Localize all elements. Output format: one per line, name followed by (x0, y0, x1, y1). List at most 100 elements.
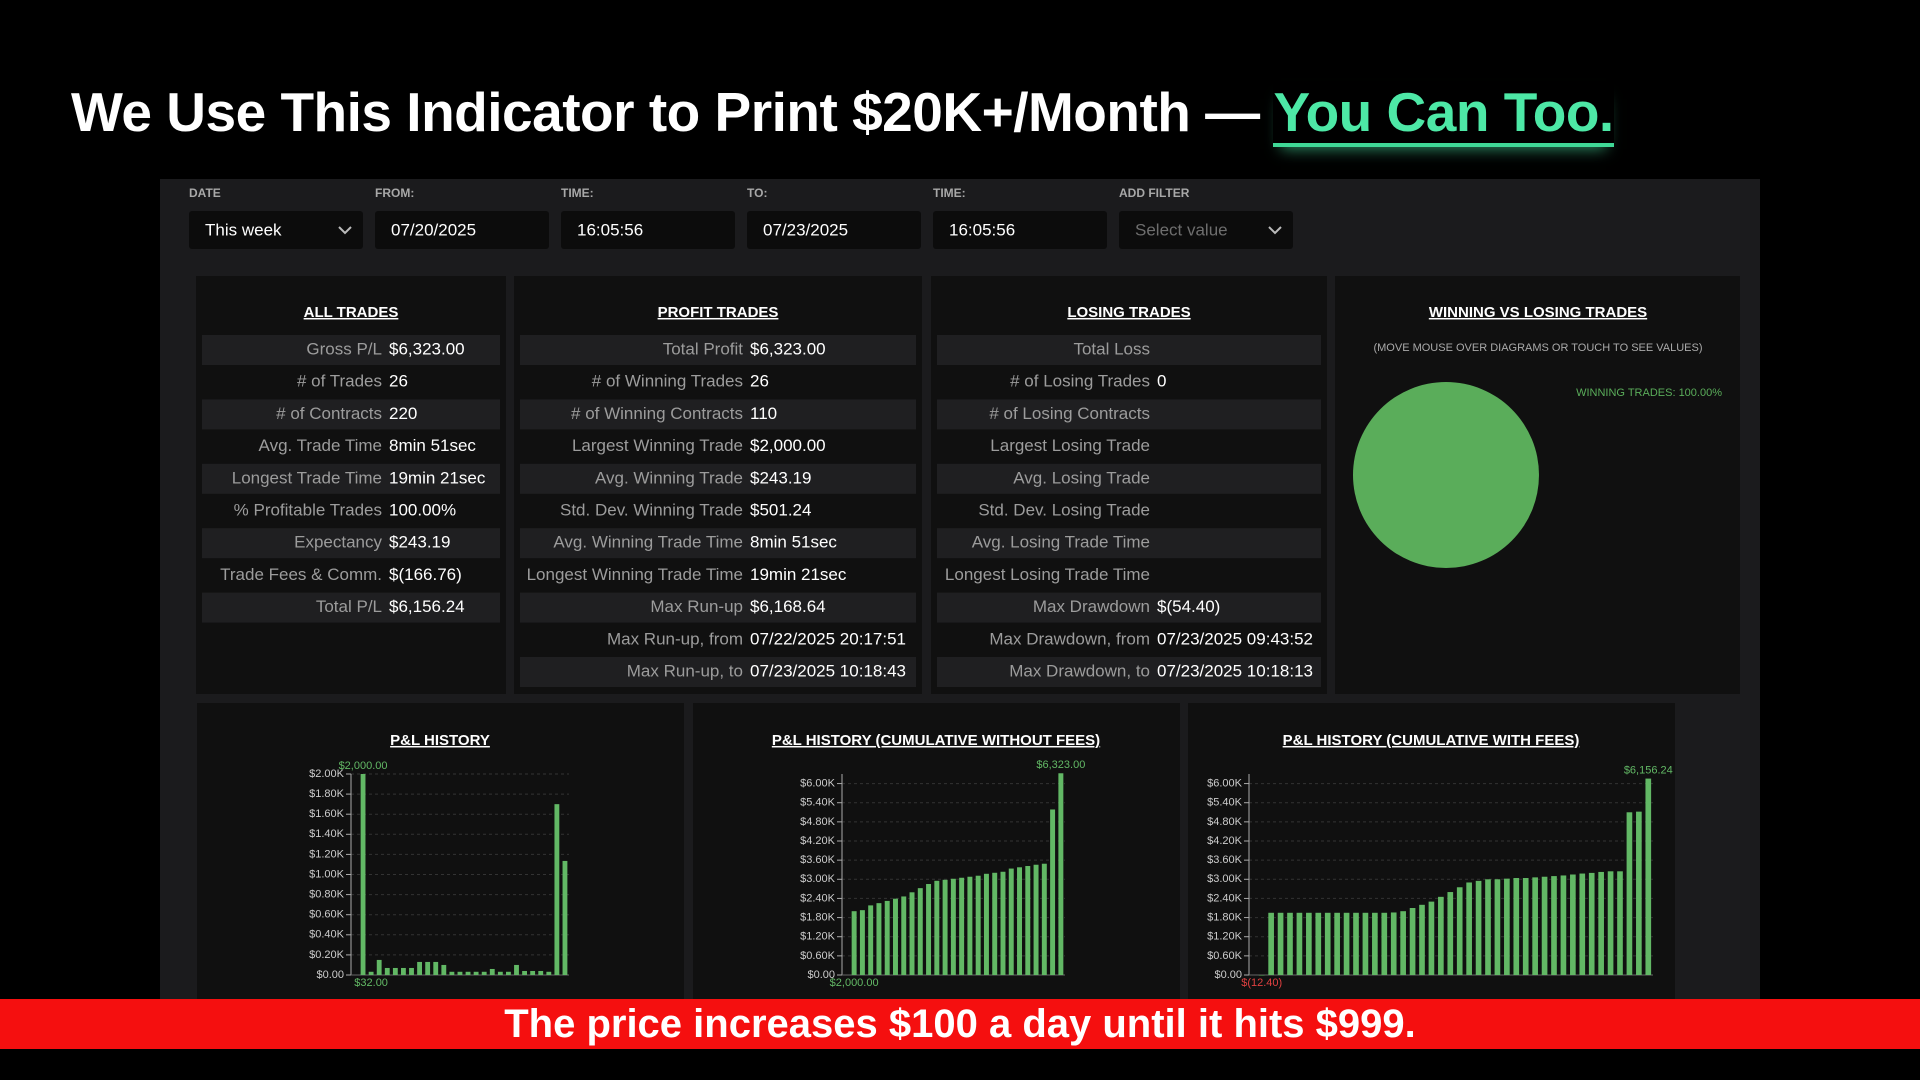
pie-slice[interactable] (1353, 382, 1539, 568)
bar[interactable] (1372, 912, 1378, 975)
bar[interactable] (1362, 912, 1369, 975)
bar[interactable] (401, 967, 406, 975)
bar[interactable] (1560, 875, 1567, 975)
bar[interactable] (1607, 871, 1614, 975)
filter-input[interactable] (561, 211, 735, 249)
bar[interactable] (481, 971, 487, 975)
bar[interactable] (909, 892, 915, 975)
bar[interactable] (1475, 880, 1482, 975)
bar[interactable] (1343, 912, 1350, 975)
bar[interactable] (859, 910, 865, 975)
bar[interactable] (967, 876, 973, 975)
bar[interactable] (1551, 876, 1557, 975)
bar[interactable] (868, 905, 874, 975)
bar[interactable] (884, 900, 890, 975)
bar[interactable] (1306, 912, 1312, 975)
bar[interactable] (1334, 912, 1340, 975)
bar[interactable] (934, 880, 940, 975)
bar[interactable] (1645, 778, 1652, 975)
bar[interactable] (497, 971, 503, 975)
bar[interactable] (1058, 773, 1064, 975)
bar[interactable] (1315, 912, 1322, 975)
bar[interactable] (1447, 892, 1454, 975)
bar[interactable] (1438, 896, 1444, 975)
bar[interactable] (1296, 912, 1303, 975)
bar[interactable] (1268, 912, 1274, 975)
bar[interactable] (950, 878, 956, 975)
filter-input[interactable] (747, 211, 921, 249)
bar[interactable] (1626, 812, 1633, 975)
bar[interactable] (975, 875, 981, 975)
filter-input[interactable] (933, 211, 1107, 249)
bar[interactable] (1428, 901, 1435, 975)
bar[interactable] (1381, 912, 1388, 975)
bar[interactable] (1485, 879, 1491, 975)
bar[interactable] (1041, 863, 1047, 975)
bar[interactable] (901, 896, 907, 975)
filter-input[interactable] (375, 211, 549, 249)
bar[interactable] (457, 971, 463, 975)
bar[interactable] (1400, 911, 1406, 975)
bar[interactable] (465, 971, 471, 975)
bar[interactable] (530, 970, 536, 975)
bar[interactable] (449, 971, 455, 975)
bar[interactable] (1466, 882, 1472, 975)
filter-input[interactable] (189, 211, 363, 249)
bar[interactable] (942, 879, 948, 975)
bar[interactable] (506, 971, 511, 975)
bar[interactable] (425, 961, 431, 975)
bar[interactable] (1409, 908, 1416, 975)
bar[interactable] (392, 967, 398, 975)
bar[interactable] (473, 971, 479, 975)
bar[interactable] (384, 967, 390, 975)
bar[interactable] (992, 872, 998, 975)
bar[interactable] (376, 959, 382, 975)
bar[interactable] (983, 873, 989, 975)
bar[interactable] (1258, 975, 1265, 976)
bar[interactable] (1025, 866, 1031, 975)
bar[interactable] (1033, 864, 1039, 975)
bar[interactable] (893, 898, 898, 975)
bar[interactable] (1008, 868, 1014, 975)
bar[interactable] (1494, 879, 1501, 975)
bar[interactable] (441, 964, 447, 975)
bar[interactable] (1390, 912, 1397, 975)
bar[interactable] (1277, 912, 1284, 975)
bar[interactable] (1353, 912, 1359, 975)
bar[interactable] (562, 860, 568, 975)
bar[interactable] (433, 961, 439, 975)
bar[interactable] (917, 888, 923, 975)
bar[interactable] (522, 970, 527, 975)
bar[interactable] (851, 911, 857, 975)
bar[interactable] (1636, 811, 1642, 975)
bar[interactable] (1522, 878, 1529, 975)
bar[interactable] (409, 967, 414, 975)
bar[interactable] (546, 971, 552, 975)
bar[interactable] (1617, 871, 1623, 975)
bar[interactable] (1000, 871, 1006, 975)
filter-input[interactable] (1119, 211, 1293, 249)
bar[interactable] (1324, 912, 1331, 975)
bar[interactable] (926, 884, 932, 975)
bar[interactable] (417, 961, 422, 975)
bar[interactable] (1541, 876, 1548, 975)
bar[interactable] (1287, 912, 1293, 975)
bar[interactable] (1588, 872, 1595, 975)
bar[interactable] (1050, 809, 1056, 975)
bar[interactable] (1598, 871, 1604, 975)
bar[interactable] (514, 964, 519, 975)
bar[interactable] (538, 970, 544, 975)
bar[interactable] (1579, 873, 1586, 975)
bar[interactable] (1456, 887, 1463, 975)
bar[interactable] (1504, 878, 1510, 975)
bar[interactable] (876, 903, 882, 975)
bar[interactable] (959, 877, 965, 975)
bar[interactable] (1532, 877, 1538, 975)
bar[interactable] (1017, 867, 1022, 975)
bar[interactable] (368, 971, 374, 975)
bar[interactable] (1513, 878, 1520, 975)
bar[interactable] (360, 774, 366, 975)
bar[interactable] (554, 804, 560, 975)
bar[interactable] (1570, 874, 1576, 976)
bar[interactable] (489, 968, 495, 975)
